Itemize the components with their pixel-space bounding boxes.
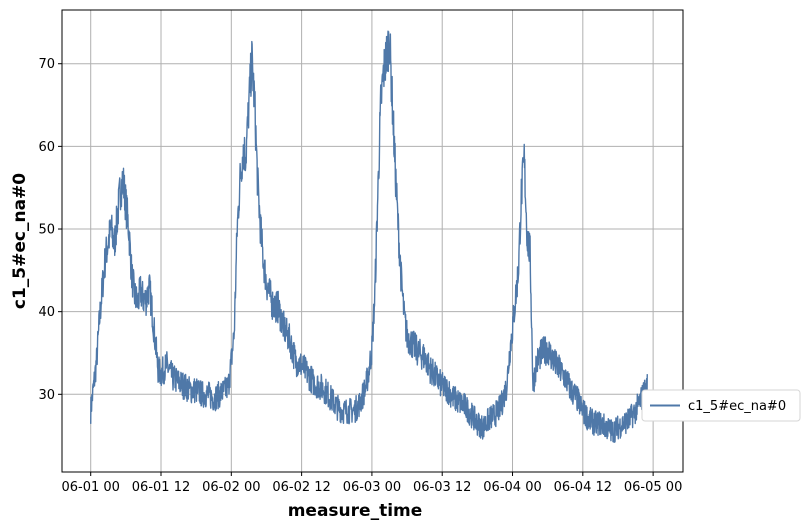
y-tick-label: 70 [38, 57, 55, 72]
legend-box [641, 389, 801, 422]
x-tick-label: 06-05 00 [624, 480, 682, 495]
series-layer [90, 30, 648, 444]
series-line [90, 30, 648, 444]
x-tick-label: 06-02 12 [272, 480, 330, 495]
x-tick-label: 06-04 12 [554, 480, 612, 495]
legend: c1_5#ec_na#0 [641, 389, 801, 422]
x-tick-label: 06-03 12 [413, 480, 471, 495]
grid [62, 10, 683, 472]
x-tick-label: 06-01 12 [132, 480, 190, 495]
y-tick-label: 50 [38, 223, 55, 238]
ticks: 06-01 00 06-01 12 06-02 00 06-02 12 06-03 00… [38, 57, 682, 495]
x-tick-label: 06-01 00 [61, 480, 119, 495]
x-tick-label: 06-03 00 [343, 480, 401, 495]
y-tick-label: 60 [38, 140, 55, 155]
legend-label: c1_5#ec_na#0 [688, 399, 786, 414]
plot-frame [61, 9, 684, 473]
x-axis-title: measure_time [288, 501, 423, 521]
y-tick-label: 30 [38, 388, 55, 403]
y-tick-label: 40 [38, 305, 55, 320]
x-tick-label: 06-04 00 [483, 480, 541, 495]
x-tick-label: 06-02 00 [202, 480, 260, 495]
y-axis-title: c1_5#ec_na#0 [10, 173, 30, 309]
